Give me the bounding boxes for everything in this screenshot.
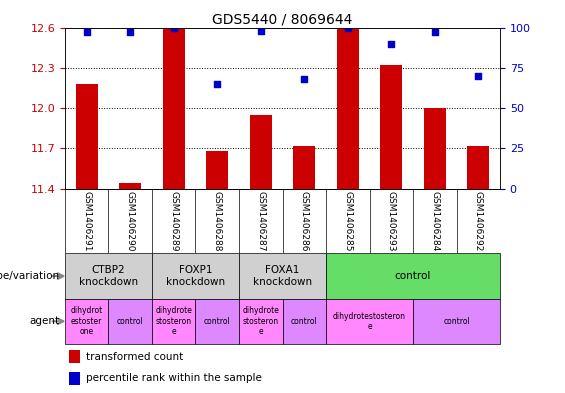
Point xyxy=(126,29,135,35)
Text: control: control xyxy=(395,271,431,281)
Bar xyxy=(380,65,402,189)
Bar xyxy=(326,299,413,344)
Bar xyxy=(239,253,326,299)
Text: GSM1406286: GSM1406286 xyxy=(300,191,308,251)
Bar xyxy=(69,350,80,363)
Text: percentile rank within the sample: percentile rank within the sample xyxy=(86,373,262,383)
Bar xyxy=(108,299,152,344)
Bar xyxy=(424,108,446,189)
Text: control: control xyxy=(204,317,231,326)
Bar xyxy=(119,183,141,189)
Text: dihydrote
stosteron
e: dihydrote stosteron e xyxy=(155,307,192,336)
Point xyxy=(212,81,221,87)
Bar xyxy=(293,146,315,189)
Text: control: control xyxy=(443,317,470,326)
Bar xyxy=(76,84,98,189)
Text: FOXP1
knockdown: FOXP1 knockdown xyxy=(166,265,225,287)
Bar xyxy=(65,299,108,344)
Bar xyxy=(239,299,282,344)
Bar xyxy=(152,299,195,344)
Point xyxy=(343,24,353,31)
Point xyxy=(386,40,396,47)
Text: GSM1406287: GSM1406287 xyxy=(257,191,265,251)
Bar xyxy=(467,146,489,189)
Bar xyxy=(326,253,500,299)
Text: GSM1406292: GSM1406292 xyxy=(474,191,483,251)
Text: dihydrotestosteron
e: dihydrotestosteron e xyxy=(333,312,406,331)
Bar xyxy=(163,29,185,189)
Text: GSM1406290: GSM1406290 xyxy=(126,191,134,251)
Text: CTBP2
knockdown: CTBP2 knockdown xyxy=(79,265,138,287)
Bar xyxy=(152,253,239,299)
Bar xyxy=(337,29,359,189)
Point xyxy=(431,29,440,35)
Text: transformed count: transformed count xyxy=(86,352,183,362)
Point xyxy=(170,24,179,31)
Title: GDS5440 / 8069644: GDS5440 / 8069644 xyxy=(212,12,353,26)
Text: FOXA1
knockdown: FOXA1 knockdown xyxy=(253,265,312,287)
Text: agent: agent xyxy=(29,316,59,326)
Text: control: control xyxy=(291,317,318,326)
Bar xyxy=(282,299,326,344)
Point xyxy=(473,73,483,79)
Text: dihydrot
estoster
one: dihydrot estoster one xyxy=(71,307,103,336)
Point xyxy=(82,29,92,35)
Text: GSM1406288: GSM1406288 xyxy=(213,191,221,251)
Point xyxy=(257,28,266,34)
Bar xyxy=(65,253,152,299)
Text: GSM1406284: GSM1406284 xyxy=(431,191,439,251)
Bar xyxy=(250,115,272,189)
Text: control: control xyxy=(117,317,144,326)
Bar xyxy=(195,299,239,344)
Text: GSM1406289: GSM1406289 xyxy=(170,191,178,251)
Text: GSM1406291: GSM1406291 xyxy=(82,191,91,251)
Bar xyxy=(413,299,500,344)
Bar xyxy=(69,372,80,385)
Bar xyxy=(206,151,228,189)
Point xyxy=(299,76,308,82)
Text: GSM1406285: GSM1406285 xyxy=(344,191,352,251)
Text: dihydrote
stosteron
e: dihydrote stosteron e xyxy=(242,307,279,336)
Text: GSM1406293: GSM1406293 xyxy=(387,191,396,251)
Text: genotype/variation: genotype/variation xyxy=(0,271,59,281)
